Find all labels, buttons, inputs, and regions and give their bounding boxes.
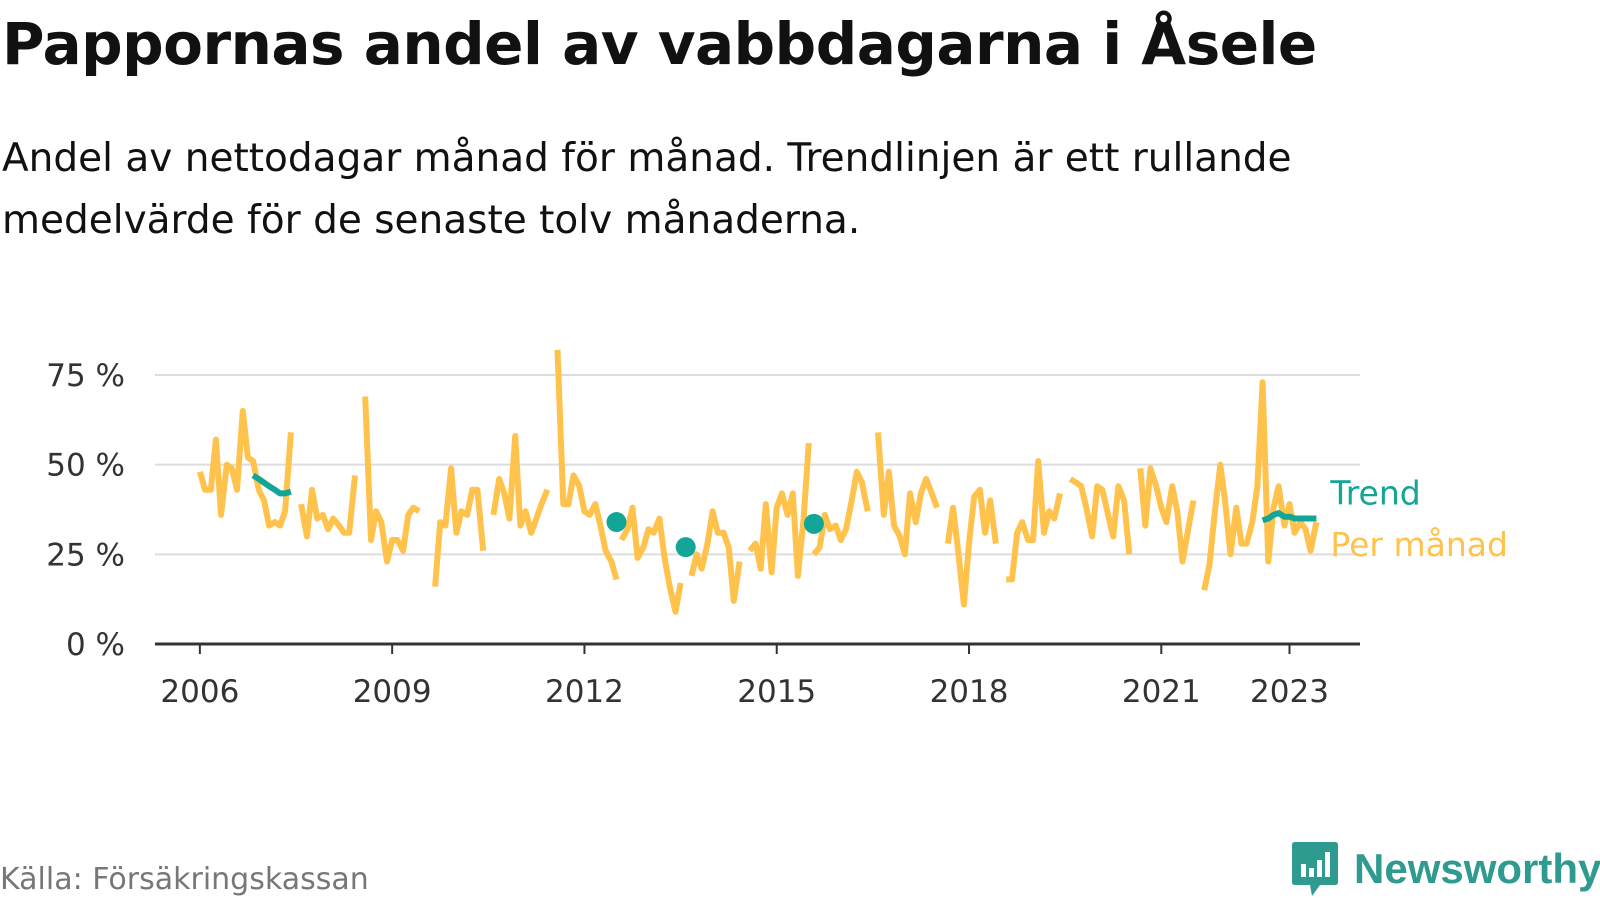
monthly-series-line [875, 432, 940, 558]
source-note: Källa: Försäkringskassan [0, 862, 369, 897]
trend-series-point [803, 513, 824, 534]
monthly-series-line [1201, 379, 1320, 591]
trend-series-point [606, 512, 627, 533]
chart-title: Pappornas andel av vabbdagarna i Åsele [2, 10, 1317, 78]
y-tick-label: 75 % [46, 358, 125, 394]
monthly-series-line [944, 486, 999, 608]
monthly-series-line [554, 349, 620, 581]
line-chart: 0 % 25 % 50 % 75 % 2006 2009 2012 2015 2018 2021 2… [46, 349, 1508, 710]
trend-series-line [1261, 510, 1317, 524]
monthly-series-line [618, 504, 684, 615]
y-tick-label: 25 % [46, 537, 125, 573]
x-tick-label: 2021 [1122, 674, 1201, 710]
brand-name: Newsworthy [1354, 845, 1600, 892]
x-tick-label: 2006 [160, 674, 239, 710]
monthly-series-line [1137, 465, 1197, 565]
x-tick-label: 2009 [353, 674, 432, 710]
monthly-series-line [432, 465, 487, 587]
y-tick-label: 50 % [46, 448, 125, 484]
trend-series-point [675, 537, 696, 558]
trend-series-line [251, 472, 292, 497]
monthly-series-line [811, 468, 871, 557]
monthly-series-line [197, 407, 294, 529]
x-tick-label: 2018 [930, 674, 1009, 710]
x-tick-label: 2023 [1250, 674, 1329, 710]
monthly-series-line [490, 433, 551, 536]
monthly-series-label: Per månad [1330, 525, 1508, 564]
trend-series-label: Trend [1329, 473, 1420, 512]
monthly-series-line [1006, 458, 1063, 583]
chart-subtitle: Andel av nettodagar månad för månad. Tre… [2, 136, 1292, 243]
monthly-series-line [747, 442, 812, 579]
monthly-series-line [688, 508, 743, 604]
monthly-series-line [1068, 476, 1133, 555]
x-tick-label: 2012 [545, 674, 624, 710]
y-tick-label: 0 % [66, 627, 125, 663]
monthly-series-line [362, 396, 421, 565]
x-tick-label: 2015 [737, 674, 816, 710]
newsworthy-logo-icon [1292, 842, 1338, 896]
monthly-series-line [298, 475, 358, 540]
brand-logo: Newsworthy [1290, 840, 1600, 898]
